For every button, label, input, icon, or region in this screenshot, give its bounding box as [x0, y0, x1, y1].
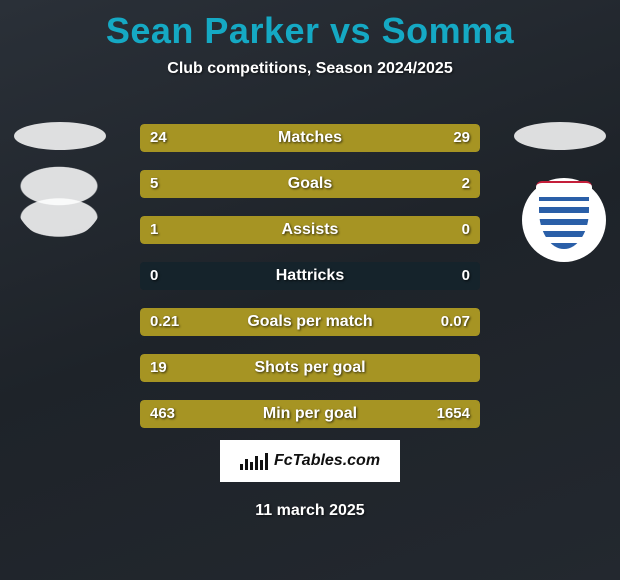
stat-left-value: 19: [140, 354, 177, 382]
stat-left-value: 1: [140, 216, 168, 244]
player1-badge-placeholder: [14, 122, 106, 150]
stat-left-value: 0.21: [140, 308, 189, 336]
stat-row: 4631654Min per goal: [140, 400, 480, 428]
comparison-bars: 2429Matches52Goals10Assists00Hattricks0.…: [140, 124, 480, 446]
stat-row: 0 0Hattricks: [140, 262, 480, 290]
bar-left-fill: [140, 354, 480, 382]
player1-avatar: [14, 150, 104, 240]
stat-right-value: 0: [452, 262, 480, 290]
stat-right-value: [460, 354, 480, 382]
stat-row: 19Shots per goal: [140, 354, 480, 382]
stat-left-value: 0: [140, 262, 168, 290]
player2-club-crest: [539, 191, 589, 249]
bar-left-fill: [140, 216, 480, 244]
stat-right-value: 2: [452, 170, 480, 198]
stat-row: 10Assists: [140, 216, 480, 244]
subtitle: Club competitions, Season 2024/2025: [0, 60, 620, 78]
stat-row: 2429Matches: [140, 124, 480, 152]
page-title: Sean Parker vs Somma: [0, 0, 620, 52]
stat-right-value: 1654: [427, 400, 480, 428]
date-label: 11 march 2025: [0, 502, 620, 520]
bar-left-fill: [140, 170, 371, 198]
watermark-text: FcTables.com: [274, 452, 380, 470]
stat-left-value: 463: [140, 400, 185, 428]
player2-badge-placeholder: [514, 122, 606, 150]
chart-icon: [240, 452, 268, 470]
stat-row: 52Goals: [140, 170, 480, 198]
stat-left-value: 5: [140, 170, 168, 198]
stat-right-value: 0.07: [431, 308, 480, 336]
stat-label: Hattricks: [140, 262, 480, 290]
player2-avatar: [522, 178, 606, 262]
stat-row: 0.210.07Goals per match: [140, 308, 480, 336]
stat-right-value: 29: [443, 124, 480, 152]
stat-right-value: 0: [452, 216, 480, 244]
watermark-logo: FcTables.com: [220, 440, 400, 482]
stat-left-value: 24: [140, 124, 177, 152]
